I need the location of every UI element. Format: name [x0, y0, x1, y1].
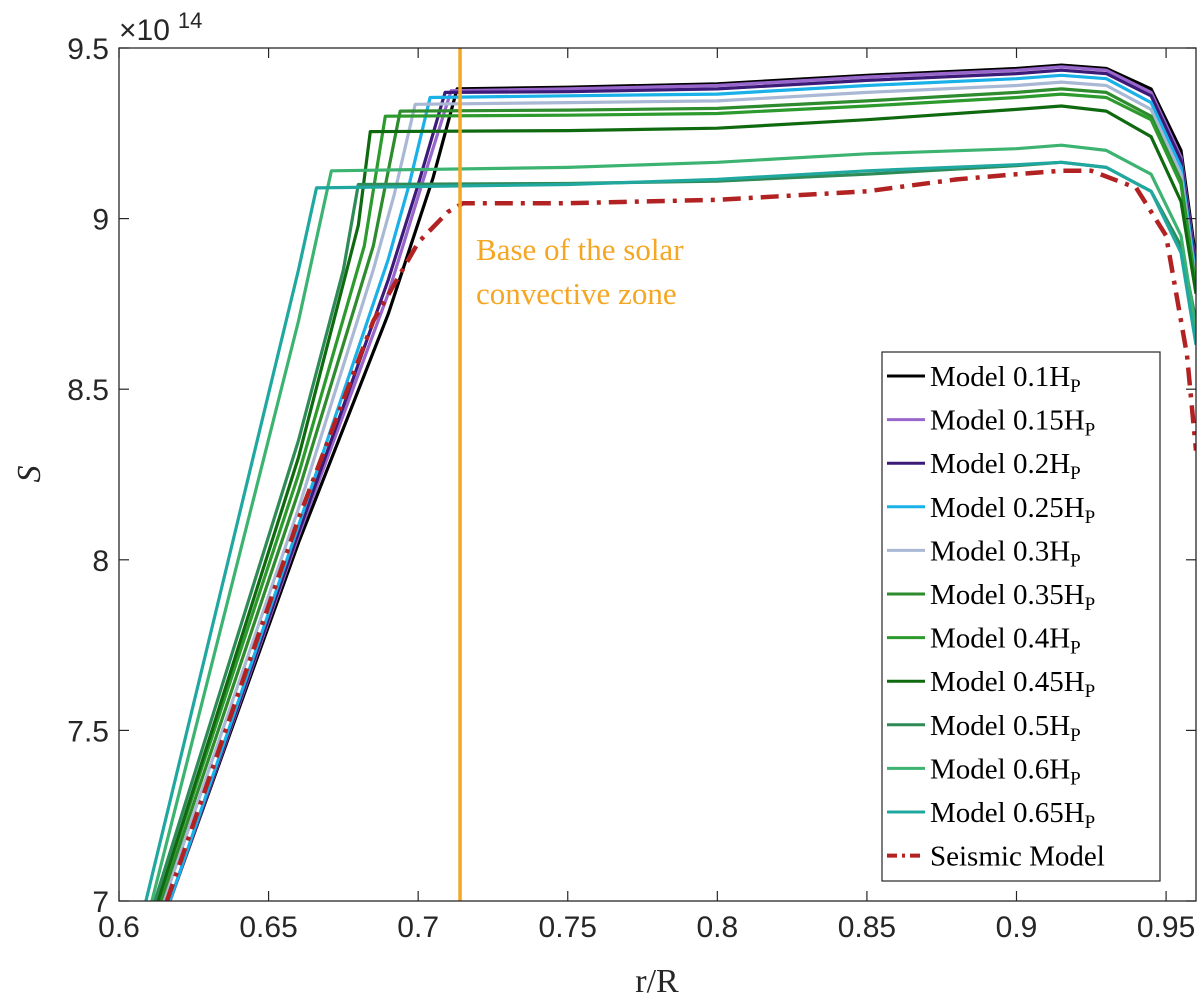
y-tick-label: 9 [92, 204, 109, 237]
plot-frame [118, 47, 1197, 902]
series-line [168, 73, 1196, 901]
legend-entry-label: Model 0.6HP [930, 753, 1081, 789]
tick-layer: 0.6 0.65 0.7 0.75 0.8 0.85 0.9 0.95 7 7.5 8 8.5 9 9.5 [67, 33, 1196, 944]
legend-entry-subscript: P [1085, 507, 1096, 528]
x-tick-label: 0.8 [696, 911, 738, 944]
x-tick-label: 0.6 [98, 911, 140, 944]
series-line [156, 104, 1196, 901]
legend-entry-subscript: P [1070, 463, 1081, 484]
x-axis-label: r/R [635, 963, 679, 1000]
x-tick-label: 0.75 [539, 911, 597, 944]
series-line [168, 65, 1196, 901]
series-layer [144, 63, 1196, 901]
series-line [164, 168, 1196, 901]
legend-entry-label: Seismic Model [930, 841, 1105, 873]
series-line [144, 160, 1196, 901]
legend-entry-label: Model 0.35HP [930, 579, 1095, 615]
legend-entry-name: Model 0.4H [930, 623, 1070, 655]
legend-entry-subscript: P [1070, 550, 1081, 571]
legend-entry-name: Model 0.35H [930, 579, 1085, 611]
series-line [159, 87, 1196, 901]
y-axis-label: S [11, 466, 48, 483]
x-tick-label: 0.65 [239, 911, 297, 944]
legend-entry-label: Model 0.25HP [930, 492, 1095, 528]
legend-entry-subscript: P [1085, 594, 1096, 615]
series-line [168, 68, 1196, 901]
y-exponent-base: ×10 [119, 14, 170, 47]
legend-entry-name: Model 0.6H [930, 753, 1070, 785]
x-tick-label: 0.85 [838, 911, 896, 944]
legend-box [881, 351, 1161, 882]
y-tick-label: 7.5 [67, 715, 109, 748]
legend-entry-label: Model 0.4HP [930, 623, 1081, 659]
series-line [162, 80, 1196, 901]
series-line [150, 143, 1196, 901]
legend-entry-name: Model 0.1H [930, 361, 1070, 393]
legend-entry-name: Model 0.25H [930, 492, 1085, 524]
legend-entry-label: Model 0.2HP [930, 448, 1081, 484]
y-tick-label: 9.5 [67, 33, 109, 66]
series-line [168, 63, 1196, 901]
legend-entry-label: Model 0.1HP [930, 361, 1081, 397]
legend-entry-subscript: P [1070, 638, 1081, 659]
legend-entry-subscript: P [1070, 725, 1081, 746]
y-exponent-power: 14 [178, 8, 202, 33]
legend-entry-name: Model 0.15H [930, 405, 1085, 437]
legend-entry-label: Model 0.15HP [930, 405, 1095, 441]
convective-zone-annotation-text: Base of the solar [476, 232, 684, 267]
legend-entry-subscript: P [1070, 376, 1081, 397]
series-line [156, 92, 1196, 901]
y-exponent-label: ×10 14 [119, 8, 202, 47]
legend-entry-name: Model 0.5H [930, 710, 1070, 742]
legend-entry-label: Model 0.65HP [930, 797, 1095, 833]
y-tick-label: 8.5 [67, 374, 109, 407]
y-tick-label: 8 [92, 545, 109, 578]
y-tick-label: 7 [92, 886, 109, 919]
legend-entry-label: Model 0.45HP [930, 666, 1095, 702]
legend-entry-name: Model 0.65H [930, 797, 1085, 829]
legend-entry-subscript: P [1070, 768, 1081, 789]
legend-entry-name: Model 0.3H [930, 535, 1070, 567]
x-tick-label: 0.7 [397, 911, 439, 944]
convective-zone-annotation-text: convective zone [476, 276, 677, 311]
legend-entry-name: Seismic Model [930, 841, 1105, 873]
x-tick-label: 0.9 [996, 911, 1038, 944]
legend-entry-subscript: P [1085, 812, 1096, 833]
x-tick-label: 0.95 [1137, 911, 1195, 944]
legend-entry-subscript: P [1085, 420, 1096, 441]
legend-entry-subscript: P [1085, 681, 1096, 702]
annotation-layer: Base of the solar convective zone [458, 48, 684, 901]
legend-entry-label: Model 0.3HP [930, 535, 1081, 571]
legend-entry-name: Model 0.2H [930, 448, 1070, 480]
legend-entry-name: Model 0.45H [930, 666, 1085, 698]
legend-entry-label: Model 0.5HP [930, 710, 1081, 746]
